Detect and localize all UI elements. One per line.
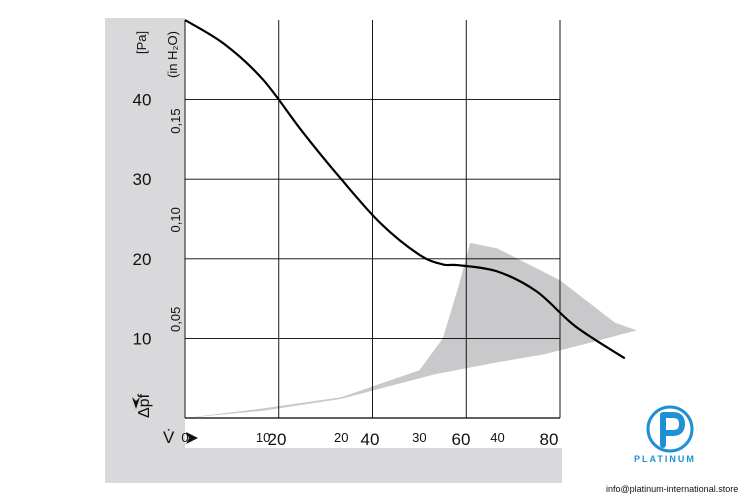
x-tick-labels-bottom: 20 40 60 80 [268,430,559,449]
y-tick-label: 30 [133,170,152,189]
y-tick-label-inner: 0,05 [168,307,183,332]
x-tick-label-bottom: 60 [452,430,471,449]
x-arrow-icon [186,432,198,444]
y-arrow-icon [132,397,140,409]
x-tick-label-top: 0 [181,430,188,445]
x-tick-label-top: 40 [490,430,504,445]
y-unit-secondary-label: (in H₂O) [165,31,180,78]
y-axis-label: Δpf [136,393,153,418]
y-tick-label-inner: 0,10 [168,207,183,232]
plot-area [185,18,645,418]
y-tick-label: 20 [133,250,152,269]
operating-range-band [185,242,637,418]
x-tick-label-top: 20 [334,430,348,445]
x-tick-label-bottom: 40 [361,430,380,449]
y-tick-label: 10 [133,329,152,348]
x-tick-label-top: 10 [256,430,270,445]
grid-lines [184,20,561,418]
bottom-axis-panel [105,448,562,483]
brand-wordmark: PLATINUM [634,454,696,464]
brand-email: info@platinum-international.store [606,484,739,494]
y-tick-label: 40 [133,91,152,110]
y-tick-labels-pa: 10 20 30 40 [133,91,152,349]
x-tick-label-bottom: 80 [540,430,559,449]
x-tick-label-top: 30 [412,430,426,445]
platinum-logo-icon [646,405,694,453]
pressure-curve-line [184,19,626,360]
x-tick-labels-top: 0 10 20 30 40 [181,430,504,445]
left-axis-panel [105,18,185,483]
y-tick-label-inner: 0,15 [168,108,183,133]
x-tick-label-bottom: 20 [268,430,287,449]
x-axis-label: V̇ [163,428,175,447]
y-tick-labels-inh2o: 0,05 0,10 0,15 [168,108,183,332]
y-unit-label: [Pa] [134,31,149,54]
